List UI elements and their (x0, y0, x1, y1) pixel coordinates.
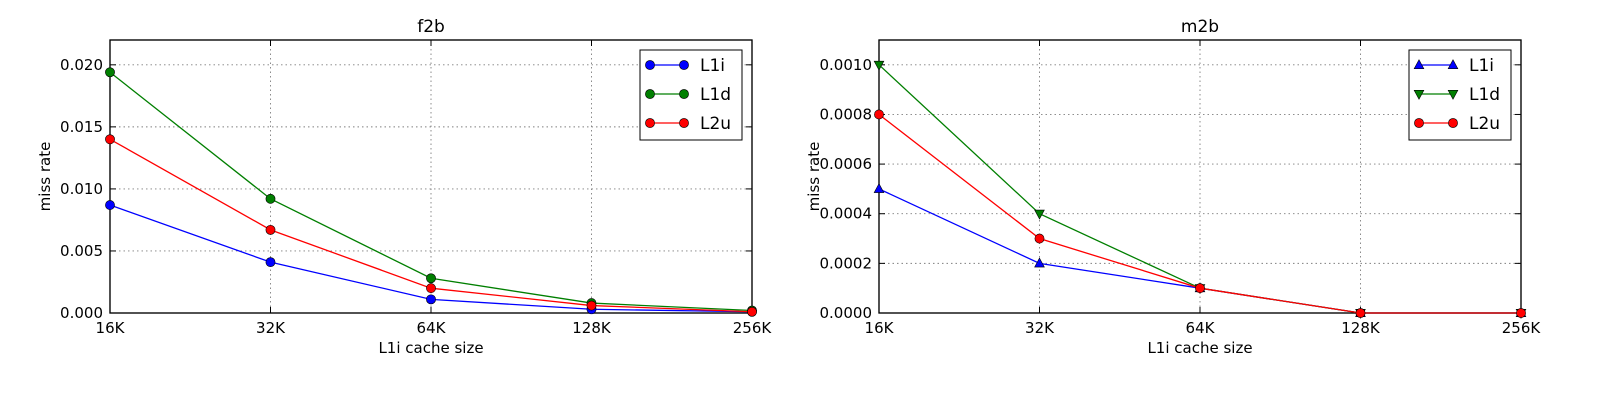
legend-marker-L2u (645, 118, 655, 128)
legend-marker-L1d (1413, 90, 1425, 100)
y-tick-label: 0.015 (60, 118, 103, 136)
data-point-L2u (1034, 233, 1045, 244)
legend: L1i L1d L2u (639, 49, 743, 141)
chart-title: f2b (417, 17, 445, 37)
legend-label-L1i: L1i (1469, 56, 1494, 76)
legend-label-L2u: L2u (700, 114, 731, 134)
y-tick-label: 0.0004 (820, 205, 873, 223)
legend-marker-L2u (1414, 118, 1424, 128)
data-point-L2u (426, 283, 436, 294)
data-point-L1d (873, 60, 885, 71)
x-tick-label: 16K (96, 319, 126, 337)
data-point-L1d (426, 273, 436, 284)
data-point-L2u (1355, 308, 1366, 318)
y-tick-label: 0.020 (60, 56, 103, 74)
data-point-L1d (105, 67, 115, 78)
legend-marker-L2u (1448, 118, 1458, 128)
legend-marker-L1i (645, 60, 655, 70)
data-point-L1i (265, 257, 276, 268)
plot-border (109, 39, 753, 314)
x-tick-label: 128K (572, 319, 612, 337)
chart-f2b: 0.000 0.005 0.010 0.015 0.020 16K 32K 64K 128K 25… (36, 17, 772, 357)
x-tick-label: 64K (1186, 319, 1216, 337)
legend-marker-L1d (645, 89, 655, 99)
legend-marker-L1i (679, 60, 689, 70)
y-tick-label: 0.0002 (820, 254, 873, 272)
chart-m2b: 0.0000 0.0002 0.0004 0.0006 0.0008 0.0010 16K 3… (805, 17, 1541, 357)
x-axis-label: L1i cache size (378, 339, 483, 357)
y-tick-label: 0.000 (60, 304, 103, 322)
legend-label-L2u: L2u (1469, 114, 1500, 134)
legend-label-L1d: L1d (1469, 85, 1500, 105)
data-point-L1d (1034, 209, 1045, 220)
data-point-L2u (1195, 283, 1205, 294)
legend-marker-L1i (1447, 59, 1459, 69)
legend: L1i L1d L2u (1408, 49, 1512, 141)
y-tick-label: 0.0010 (820, 56, 873, 74)
series-L2u (874, 109, 1526, 318)
plot-border (878, 39, 1522, 314)
data-point-L1i (873, 182, 885, 193)
x-tick-label: 256K (733, 319, 773, 337)
data-point-L2u (874, 109, 884, 120)
data-point-L1i (105, 200, 115, 210)
series-L2u (105, 134, 757, 317)
data-point-L2u (1516, 308, 1526, 318)
legend-marker-L2u (679, 118, 689, 128)
y-tick-label: 0.010 (60, 180, 103, 198)
y-axis-label: miss rate (805, 142, 823, 212)
data-point-L2u (586, 300, 597, 311)
x-tick-label: 256K (1502, 319, 1542, 337)
x-tick-label: 32K (1025, 319, 1055, 337)
legend-marker-L1d (679, 89, 689, 99)
y-axis-label: miss rate (36, 142, 54, 212)
data-point-L2u (747, 306, 757, 317)
legend-marker-L1d (1447, 90, 1459, 100)
y-tick-label: 0.0008 (820, 105, 873, 123)
y-tick-label: 0.0006 (820, 155, 873, 173)
y-tick-label: 0.0000 (820, 304, 873, 322)
data-point-L2u (105, 134, 115, 145)
legend-label-L1d: L1d (700, 85, 731, 105)
y-tick-label: 0.005 (60, 242, 103, 260)
legend-marker-L1i (1413, 59, 1425, 69)
legend-label-L1i: L1i (700, 56, 725, 76)
data-point-L2u (265, 224, 276, 235)
x-tick-label: 32K (256, 319, 286, 337)
data-point-L1d (265, 193, 276, 204)
x-tick-label: 128K (1341, 319, 1381, 337)
data-point-L1i (426, 294, 436, 305)
data-point-L1i (1034, 257, 1045, 268)
x-tick-label: 64K (417, 319, 447, 337)
x-axis-label: L1i cache size (1147, 339, 1252, 357)
chart-title: m2b (1181, 17, 1219, 37)
x-tick-label: 16K (865, 319, 895, 337)
